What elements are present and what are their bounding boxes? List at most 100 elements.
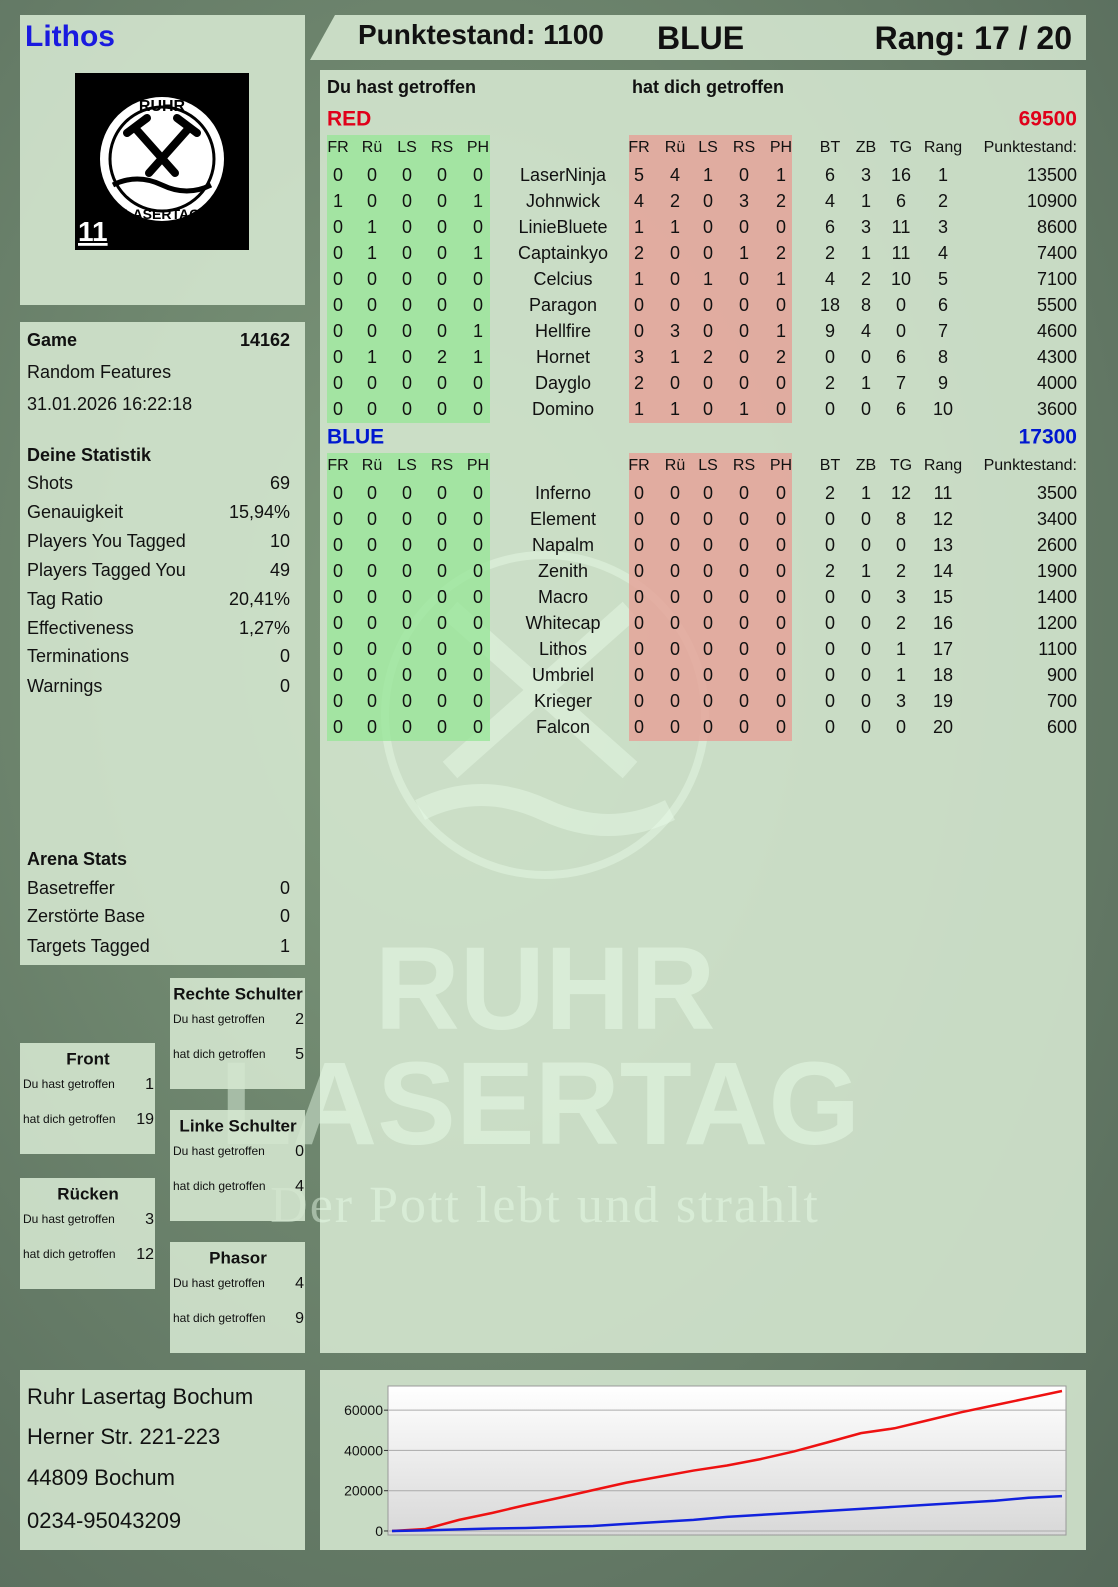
player-stat: 6 <box>895 347 907 367</box>
player-stat: 4 <box>824 269 836 289</box>
hit-taken: 0 <box>775 717 787 737</box>
hit-taken: 0 <box>738 587 750 607</box>
player-stat: 19 <box>932 691 954 711</box>
hit-taken: 0 <box>669 561 681 581</box>
hit-given: 0 <box>436 295 448 315</box>
column-header: TG <box>889 457 913 474</box>
player-name: Napalm <box>531 535 595 555</box>
game-label: Game <box>27 330 78 350</box>
zone-label: Du hast getroffen <box>173 1144 265 1158</box>
hit-given: 1 <box>332 191 344 211</box>
hit-given: 0 <box>401 639 413 659</box>
hit-given: 2 <box>436 347 448 367</box>
hit-given: 0 <box>472 587 484 607</box>
address-line: Ruhr Lasertag Bochum <box>27 1384 254 1409</box>
player-stat: 8 <box>860 295 872 315</box>
player-stat: 6 <box>824 217 836 237</box>
player-stat: 17 <box>932 639 954 659</box>
hit-given: 0 <box>401 483 413 503</box>
player-stat: 2 <box>895 613 907 633</box>
player-stat: 1 <box>895 665 907 685</box>
y-tick-label: 60000 <box>344 1402 383 1418</box>
stat-value: 15,94% <box>228 502 290 522</box>
stat-label: Terminations <box>27 646 130 666</box>
player-name: LinieBluete <box>518 217 608 237</box>
hit-given: 0 <box>401 665 413 685</box>
hit-given: 0 <box>436 269 448 289</box>
stat-value: 0 <box>279 676 290 696</box>
hit-taken: 1 <box>775 321 787 341</box>
hit-taken: 1 <box>669 399 681 419</box>
hit-given: 0 <box>366 483 378 503</box>
zone-value: 4 <box>295 1178 304 1195</box>
player-score: 700 <box>1046 691 1077 711</box>
column-header: TG <box>889 139 913 156</box>
hit-taken: 0 <box>738 717 750 737</box>
stat-label: Players Tagged You <box>27 560 186 580</box>
player-score: 1900 <box>1036 561 1077 581</box>
column-header: BT <box>819 457 841 474</box>
series-line <box>391 1389 1063 1533</box>
hit-taken: 1 <box>702 165 714 185</box>
zone-label: Du hast getroffen <box>23 1212 115 1226</box>
hit-given: 0 <box>436 561 448 581</box>
hit-given: 0 <box>472 165 484 185</box>
hit-taken: 0 <box>738 347 750 367</box>
hit-taken: 2 <box>775 191 787 211</box>
zone-title: Front <box>66 1049 110 1069</box>
hit-given: 0 <box>332 399 344 419</box>
player-name: Paragon <box>528 295 598 315</box>
hit-taken: 0 <box>702 399 714 419</box>
player-stat: 6 <box>937 295 949 315</box>
player-stat: 0 <box>860 665 872 685</box>
player-stat: 0 <box>824 587 836 607</box>
hit-taken: 0 <box>669 535 681 555</box>
hit-taken: 0 <box>738 691 750 711</box>
player-name: Element <box>529 509 597 529</box>
player-stat: 15 <box>932 587 954 607</box>
hit-given: 1 <box>472 243 484 263</box>
player-stat: 3 <box>937 217 949 237</box>
player-stat: 0 <box>860 639 872 659</box>
hit-given: 0 <box>401 165 413 185</box>
hit-taken: 0 <box>669 587 681 607</box>
zone-title: Phasor <box>209 1248 267 1268</box>
zone-value: 5 <box>295 1046 304 1063</box>
hit-given: 0 <box>366 613 378 633</box>
hit-taken: 0 <box>775 665 787 685</box>
player-score: 8600 <box>1036 217 1077 237</box>
column-header: FR <box>327 457 349 474</box>
given-band <box>327 453 490 741</box>
hit-given: 0 <box>366 587 378 607</box>
hit-taken: 2 <box>633 373 645 393</box>
hit-taken: 0 <box>738 561 750 581</box>
address-line: 0234-95043209 <box>27 1508 182 1533</box>
hit-taken: 0 <box>702 321 714 341</box>
hit-taken: 0 <box>633 691 645 711</box>
column-header: FR <box>628 139 650 156</box>
hit-given: 0 <box>472 483 484 503</box>
hit-taken: 0 <box>738 639 750 659</box>
player-stat: 13 <box>932 535 954 555</box>
column-header: Punktestand: <box>983 457 1077 474</box>
player-stat: 12 <box>932 509 954 529</box>
hit-given: 1 <box>366 347 378 367</box>
player-stat: 7 <box>937 321 949 341</box>
stat-value: 1,27% <box>238 618 290 638</box>
player-score: 1400 <box>1036 587 1077 607</box>
player-stat: 4 <box>860 321 872 341</box>
hit-given: 0 <box>366 509 378 529</box>
hit-taken: 0 <box>669 665 681 685</box>
column-header: Punktestand: <box>983 139 1077 156</box>
player-stat: 7 <box>895 373 907 393</box>
hit-given: 0 <box>472 399 484 419</box>
player-name: Hellfire <box>534 321 592 341</box>
zone-title: Rechte Schulter <box>173 984 303 1004</box>
player-stat: 1 <box>860 373 872 393</box>
hit-taken: 1 <box>702 269 714 289</box>
hit-taken: 0 <box>702 509 714 529</box>
hit-taken: 0 <box>702 587 714 607</box>
column-header: Rü <box>664 139 686 156</box>
column-header: ZB <box>855 457 877 474</box>
hit-taken: 4 <box>669 165 681 185</box>
